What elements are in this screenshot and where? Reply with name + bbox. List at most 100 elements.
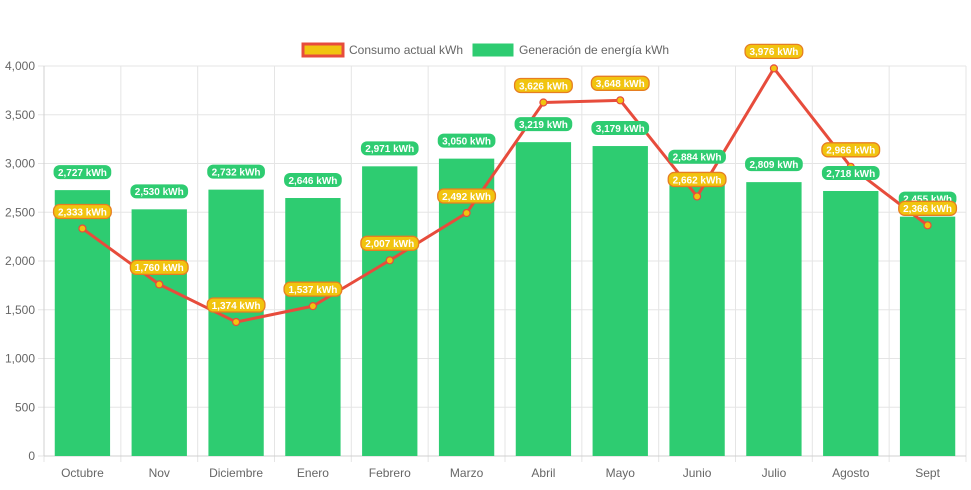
- x-tick-label: Nov: [149, 466, 170, 480]
- line-data-label-bg: [590, 75, 650, 91]
- bar-data-label-bg: [437, 133, 496, 148]
- y-tick-label: 4,000: [5, 59, 35, 73]
- y-tick-label: 0: [28, 449, 35, 463]
- line-data-label: 2,366 kWh: [903, 204, 952, 215]
- line-data-label: 2,007 kWh: [365, 239, 414, 250]
- bar-data-label-bg: [668, 149, 726, 164]
- bar-data-label: 3,219 kWh: [519, 120, 568, 131]
- line-data-label-bg: [744, 43, 804, 59]
- bar-data-label: 2,455 kWh: [903, 194, 952, 205]
- line-point: [769, 64, 779, 73]
- x-tick-label: Marzo: [450, 466, 484, 480]
- line-data-label: 3,626 kWh: [519, 81, 568, 92]
- bar-data-label: 2,884 kWh: [673, 153, 722, 164]
- x-tick-label: Febrero: [369, 466, 411, 480]
- bar: [746, 182, 802, 456]
- bar: [362, 166, 418, 456]
- line-data-label-bg: [283, 281, 343, 297]
- bar: [592, 146, 648, 457]
- bar-data-labels: 2,727 kWh 2,530 kWh 2,732 kWh 2,646 kWh 2,97…: [53, 117, 957, 206]
- line-data-label: 2,662 kWh: [673, 175, 722, 186]
- legend-swatch-generacion: [472, 43, 514, 57]
- line-data-label-bg: [821, 142, 881, 158]
- line-point: [155, 280, 164, 289]
- x-tick-label: Mayo: [606, 466, 636, 480]
- line-data-label: 2,333 kWh: [58, 207, 107, 218]
- x-tick-label: Diciembre: [209, 466, 263, 480]
- y-tick-label: 3,000: [5, 157, 35, 171]
- line-data-label: 1,760 kWh: [135, 263, 184, 274]
- bar-data-label-bg: [284, 173, 342, 188]
- x-tick-label: Octubre: [61, 466, 104, 480]
- bar-data-label: 2,809 kWh: [749, 160, 798, 171]
- y-tick-label: 500: [15, 400, 35, 414]
- y-tick-label: 1,000: [5, 352, 35, 366]
- grid: [43, 65, 967, 462]
- x-axis: Octubre Nov Diciembre Enero Febrero Marzo Abri…: [61, 466, 941, 480]
- line-point: [616, 96, 625, 105]
- bar: [515, 142, 572, 456]
- line-point: [692, 192, 702, 201]
- legend-label-consumo: Consumo actual kWh: [349, 43, 463, 57]
- bar: [669, 174, 725, 456]
- bar: [438, 158, 495, 456]
- bar-data-label-bg: [207, 164, 265, 179]
- line-data-label: 1,537 kWh: [288, 285, 337, 296]
- y-tick-label: 2,500: [5, 205, 35, 219]
- bar: [54, 190, 111, 456]
- line-data-label: 2,492 kWh: [442, 192, 491, 203]
- line-data-label-bg: [52, 203, 112, 220]
- bar-series: [54, 142, 956, 457]
- bar-data-label: 2,971 kWh: [365, 144, 414, 155]
- bar-data-label-bg: [53, 165, 112, 180]
- legend-label-generacion: Generación de energía kWh: [519, 43, 669, 57]
- x-tick-label: Julio: [762, 466, 787, 480]
- bar-data-label-bg: [591, 121, 650, 136]
- bar-data-label: 2,646 kWh: [288, 176, 337, 187]
- x-tick-label: Abril: [531, 466, 555, 480]
- line-data-labels: 2,333 kWh 1,760 kWh 1,374 kWh 1,537 kWh 2,00…: [52, 43, 958, 313]
- bar-data-label-bg: [514, 117, 573, 132]
- line-data-label: 1,374 kWh: [212, 301, 261, 312]
- bar-data-label: 2,718 kWh: [826, 169, 875, 180]
- bar-data-label: 3,050 kWh: [442, 136, 491, 147]
- line-point: [78, 224, 87, 233]
- bar-data-label-bg: [130, 184, 189, 199]
- line-point: [385, 256, 394, 265]
- bar-data-label-bg: [745, 157, 803, 172]
- bar-data-label: 2,530 kWh: [135, 187, 184, 198]
- line-data-label: 3,648 kWh: [596, 79, 645, 90]
- bar: [285, 198, 341, 456]
- line-data-label-bg: [667, 171, 727, 188]
- legend: Consumo actual kWh Generación de energía …: [301, 42, 669, 58]
- x-tick-label: Sept: [915, 466, 940, 480]
- y-tick-label: 1,500: [5, 303, 35, 317]
- line-data-label: 2,966 kWh: [826, 146, 875, 157]
- y-tick-label: 3,500: [5, 108, 35, 122]
- line-point: [308, 302, 318, 311]
- line-data-label-bg: [513, 77, 573, 94]
- line-data-label-bg: [898, 200, 958, 216]
- bar: [899, 216, 956, 456]
- x-tick-label: Enero: [297, 466, 329, 480]
- line-data-label-bg: [129, 259, 189, 276]
- line-data-label-bg: [360, 235, 420, 251]
- bar-data-label: 2,732 kWh: [212, 167, 261, 178]
- bar-data-label-bg: [360, 141, 419, 156]
- line-series: [78, 64, 932, 327]
- line-data-label-bg: [206, 297, 266, 313]
- y-tick-label: 2,000: [5, 254, 35, 268]
- legend-swatch-consumo: [301, 42, 345, 58]
- line-point: [923, 221, 932, 230]
- line-point: [462, 208, 471, 218]
- line-data-label: 3,976 kWh: [749, 47, 798, 58]
- bar: [823, 190, 879, 456]
- line-path: [81, 66, 929, 324]
- bar-data-label: 2,727 kWh: [58, 168, 107, 179]
- line-data-label-bg: [437, 188, 497, 204]
- bar-data-label-bg: [821, 165, 880, 180]
- bar-data-label: 3,179 kWh: [596, 124, 645, 135]
- bar: [131, 209, 187, 456]
